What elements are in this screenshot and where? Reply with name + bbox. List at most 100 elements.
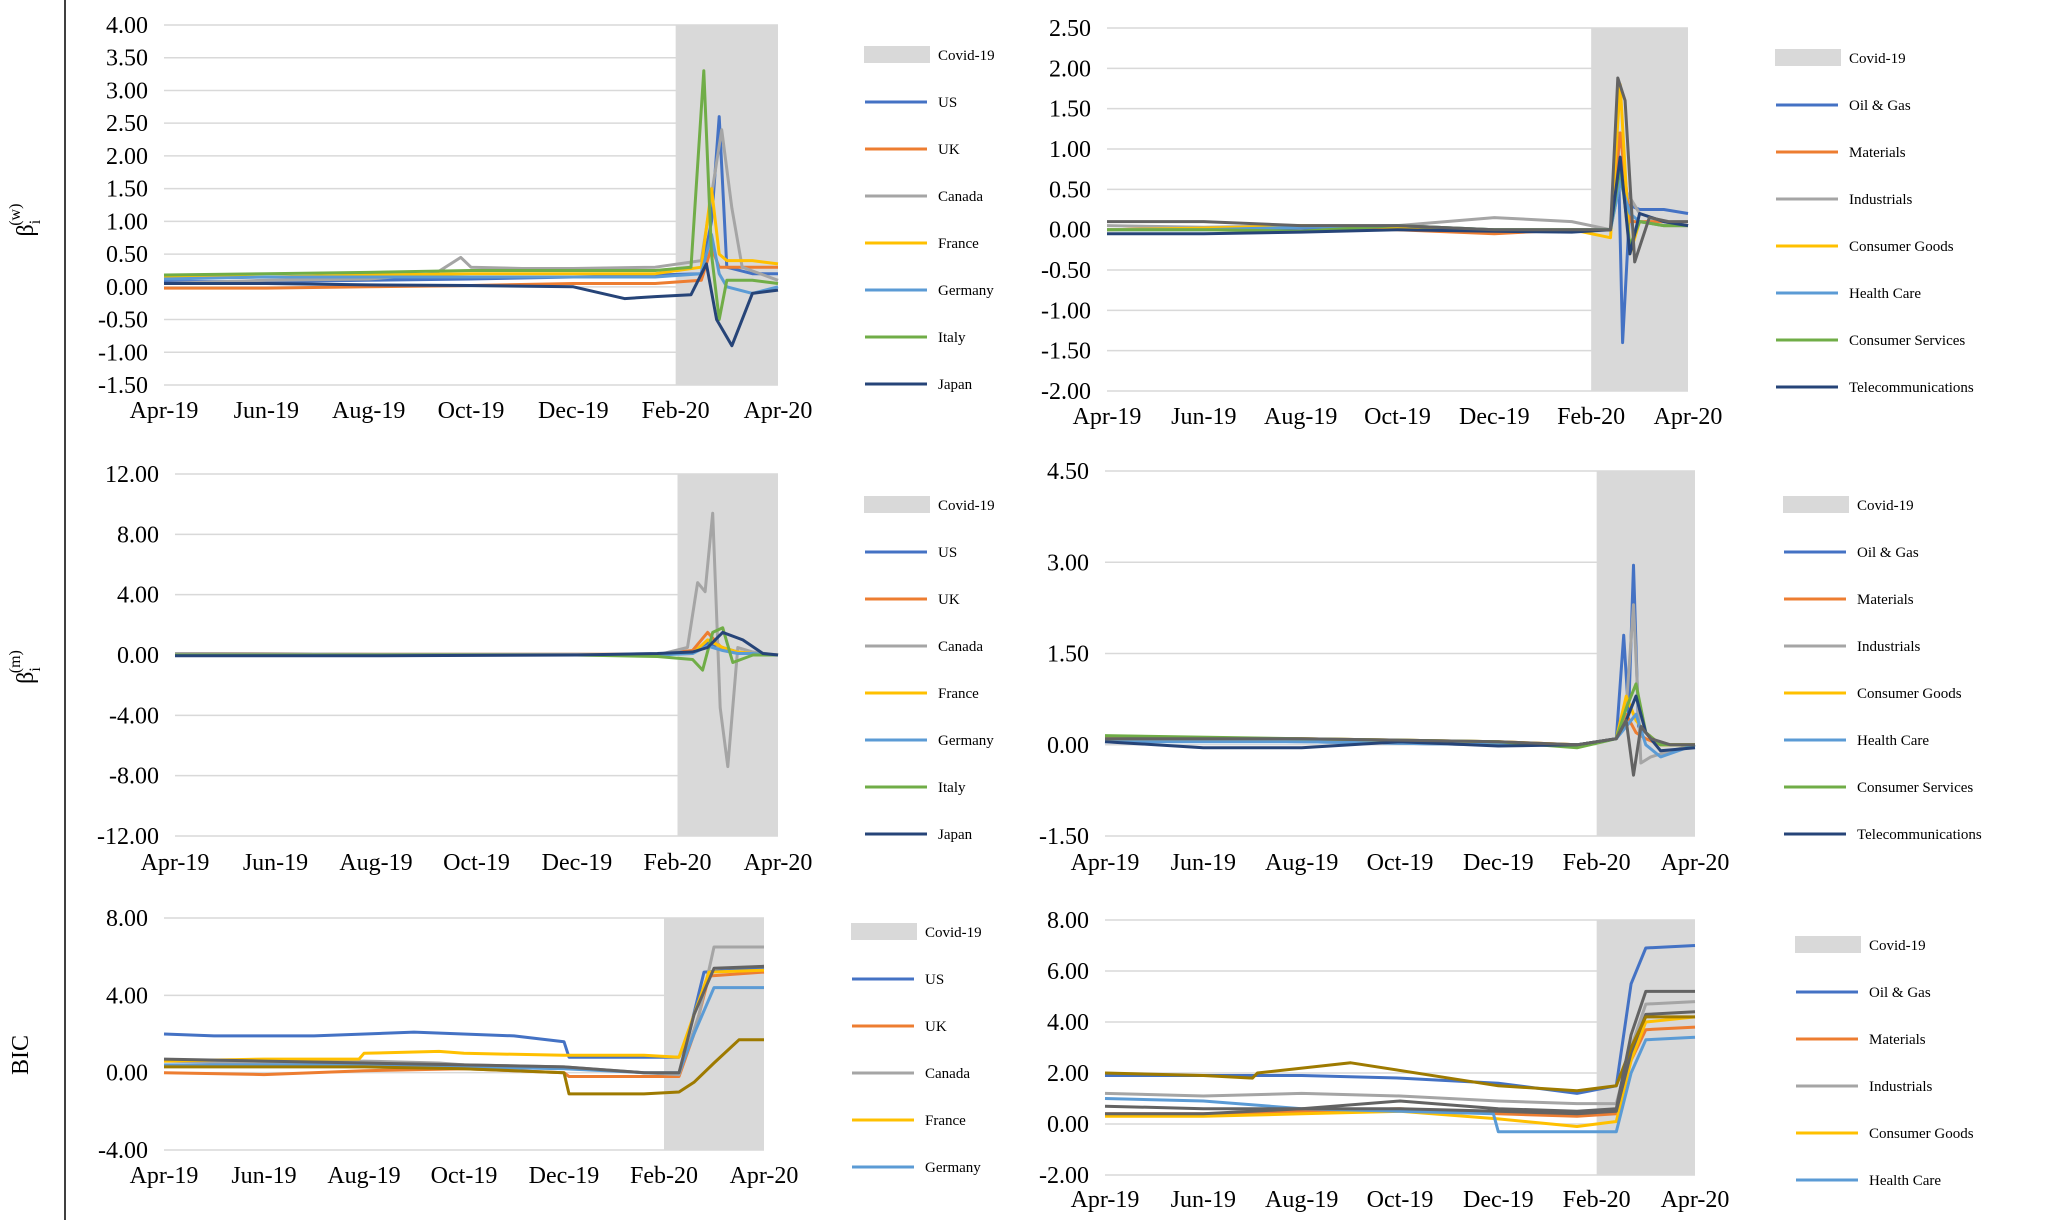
x-tick-label: Oct-19: [443, 850, 510, 876]
legend-label: Health Care: [1849, 286, 1921, 302]
y-tick-label: -8.00: [109, 764, 159, 790]
x-tick-label: Feb-20: [630, 1163, 698, 1189]
series-line-health-care: [1104, 1035, 1696, 1134]
x-tick-label: Apr-19: [1073, 404, 1142, 430]
y-tick-label: 2.00: [106, 144, 148, 170]
y-tick-label: 1.00: [1049, 137, 1091, 163]
legend-label: UK: [938, 142, 960, 158]
x-tick-label: Aug-19: [332, 398, 405, 424]
y-tick-label: -1.50: [98, 373, 148, 399]
y-tick-label: 4.00: [106, 13, 148, 39]
y-tick-label: 4.00: [1047, 1010, 1089, 1036]
y-tick-label: 3.00: [106, 78, 148, 104]
row-label-sup: (m): [7, 650, 24, 673]
legend-label: France: [938, 686, 979, 702]
y-tick-label: -1.50: [1039, 824, 1089, 850]
covid-shade: [664, 918, 764, 1150]
legend-label: Industrials: [1857, 639, 1920, 655]
legend-swatch-covid: [1783, 496, 1849, 513]
row-label: BIC: [8, 1035, 34, 1075]
x-tick-label: Oct-19: [438, 398, 505, 424]
y-tick-label: 0.00: [1047, 1112, 1089, 1138]
legend-label: Industrials: [1849, 192, 1912, 208]
x-tick-label: Apr-20: [730, 1163, 799, 1189]
x-tick-label: Dec-19: [1459, 404, 1530, 430]
x-tick-label: Oct-19: [1364, 404, 1431, 430]
legend-label: Consumer Services: [1857, 780, 1973, 796]
y-tick-label: 1.50: [1047, 642, 1089, 668]
legend-label: Japan: [938, 377, 973, 393]
legend-label: Japan: [938, 827, 973, 843]
y-tick-label: 1.00: [106, 209, 148, 235]
legend-label: Oil & Gas: [1857, 545, 1919, 561]
row-label-sup: (w): [7, 204, 24, 226]
series-line-unlabeled: [163, 964, 765, 1075]
y-tick-label: -1.00: [98, 340, 148, 366]
legend-label: Covid-19: [1849, 51, 1906, 67]
x-tick-label: Jun-19: [1171, 850, 1236, 876]
row-label: βi(m): [7, 650, 44, 684]
legend-swatch-covid: [864, 496, 930, 513]
legend-label: Consumer Goods: [1849, 239, 1954, 255]
legend-label: Consumer Goods: [1857, 686, 1962, 702]
x-tick-label: Aug-19: [339, 850, 412, 876]
legend-label: US: [938, 95, 957, 111]
x-tick-label: Apr-19: [141, 850, 210, 876]
series-line-unlabeled: [1104, 1015, 1695, 1093]
chart-panels: 4.00 3.50 3.00 2.50 2.00 1.50 1.00 0.50 0.00 -0.5…: [97, 13, 1982, 1213]
x-tick-label: Jun-19: [234, 398, 299, 424]
x-tick-label: Dec-19: [1463, 1187, 1534, 1213]
y-tick-label: -1.50: [1041, 339, 1091, 365]
legend-label: UK: [925, 1019, 947, 1035]
y-tick-label: 2.00: [1049, 56, 1091, 82]
series-line-unlabeled: [1105, 989, 1695, 1116]
legend-label: US: [938, 545, 957, 561]
x-tick-label: Apr-19: [1071, 1187, 1140, 1213]
legend-label: Telecommunications: [1857, 827, 1982, 843]
x-tick-label: Jun-19: [231, 1163, 296, 1189]
y-tick-label: 4.00: [106, 983, 148, 1009]
legend-label: Covid-19: [925, 925, 982, 941]
y-tick-label: 1.50: [1049, 97, 1091, 123]
series-line-japan: [175, 630, 779, 658]
y-tick-label: 1.50: [106, 177, 148, 203]
row-label-sub: i: [27, 219, 44, 224]
x-tick-label: Apr-19: [130, 1163, 199, 1189]
legend-label: Italy: [938, 780, 966, 796]
y-tick-label: 0.50: [1049, 177, 1091, 203]
legend-label: Covid-19: [938, 498, 995, 514]
legend-label: Covid-19: [938, 48, 995, 64]
legend-label: Canada: [938, 639, 983, 655]
x-tick-label: Oct-19: [431, 1163, 498, 1189]
legend-label: Consumer Goods: [1869, 1126, 1974, 1142]
y-tick-label: -4.00: [109, 703, 159, 729]
x-tick-label: Dec-19: [529, 1163, 600, 1189]
y-tick-label: -12.00: [97, 824, 159, 850]
legend-swatch-covid: [851, 923, 917, 940]
y-tick-label: 4.00: [117, 583, 159, 609]
legend-label: Materials: [1857, 592, 1914, 608]
series-line-unlabeled: [1107, 76, 1688, 264]
row-label: βi(w): [7, 204, 44, 237]
x-tick-label: Apr-20: [744, 398, 813, 424]
y-tick-label: 8.00: [117, 522, 159, 548]
legend-swatch-covid: [1775, 49, 1841, 66]
legend-label: Oil & Gas: [1849, 98, 1911, 114]
legend-label: Industrials: [1869, 1079, 1932, 1095]
legend-label: US: [925, 972, 944, 988]
legend-label: Italy: [938, 330, 966, 346]
y-tick-label: -0.50: [1041, 258, 1091, 284]
series-line-unlabeled: [1105, 718, 1695, 777]
legend-label: France: [938, 236, 979, 252]
x-tick-label: Apr-19: [130, 398, 199, 424]
y-tick-label: 3.50: [106, 46, 148, 72]
legend-label: Germany: [938, 283, 994, 299]
x-tick-label: Dec-19: [538, 398, 609, 424]
x-tick-label: Aug-19: [1265, 1187, 1338, 1213]
y-tick-label: 0.50: [106, 242, 148, 268]
y-tick-label: 0.00: [1049, 218, 1091, 244]
series-line-japan: [164, 262, 779, 348]
